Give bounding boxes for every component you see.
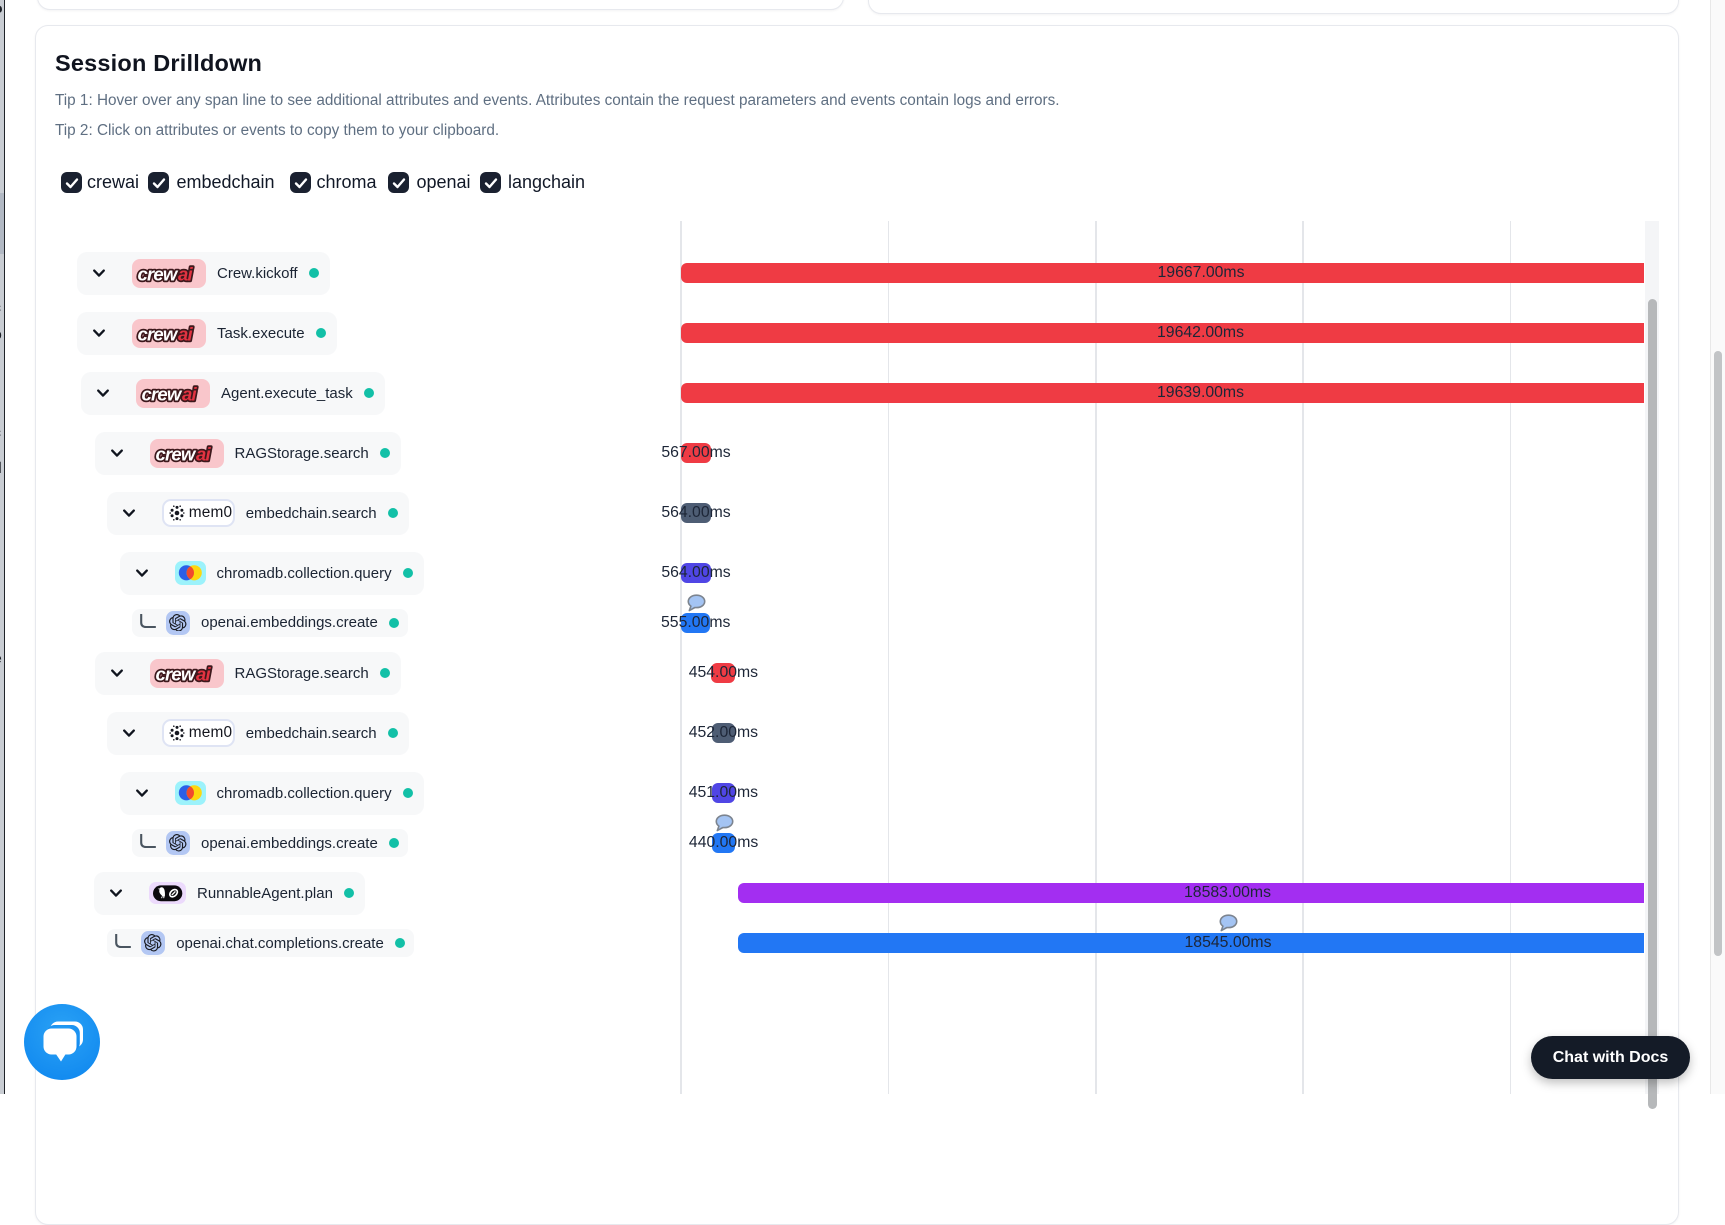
svg-text:ai: ai (196, 663, 211, 684)
svg-text:crew: crew (138, 263, 179, 284)
svg-text:ai: ai (178, 323, 193, 344)
svg-text:crew: crew (155, 663, 196, 684)
svg-text:ai: ai (196, 443, 211, 464)
svg-text:crew: crew (142, 383, 183, 404)
svg-text:ai: ai (178, 263, 193, 284)
svg-text:ai: ai (182, 383, 197, 404)
svg-text:crew: crew (138, 323, 179, 344)
svg-text:crew: crew (155, 443, 196, 464)
